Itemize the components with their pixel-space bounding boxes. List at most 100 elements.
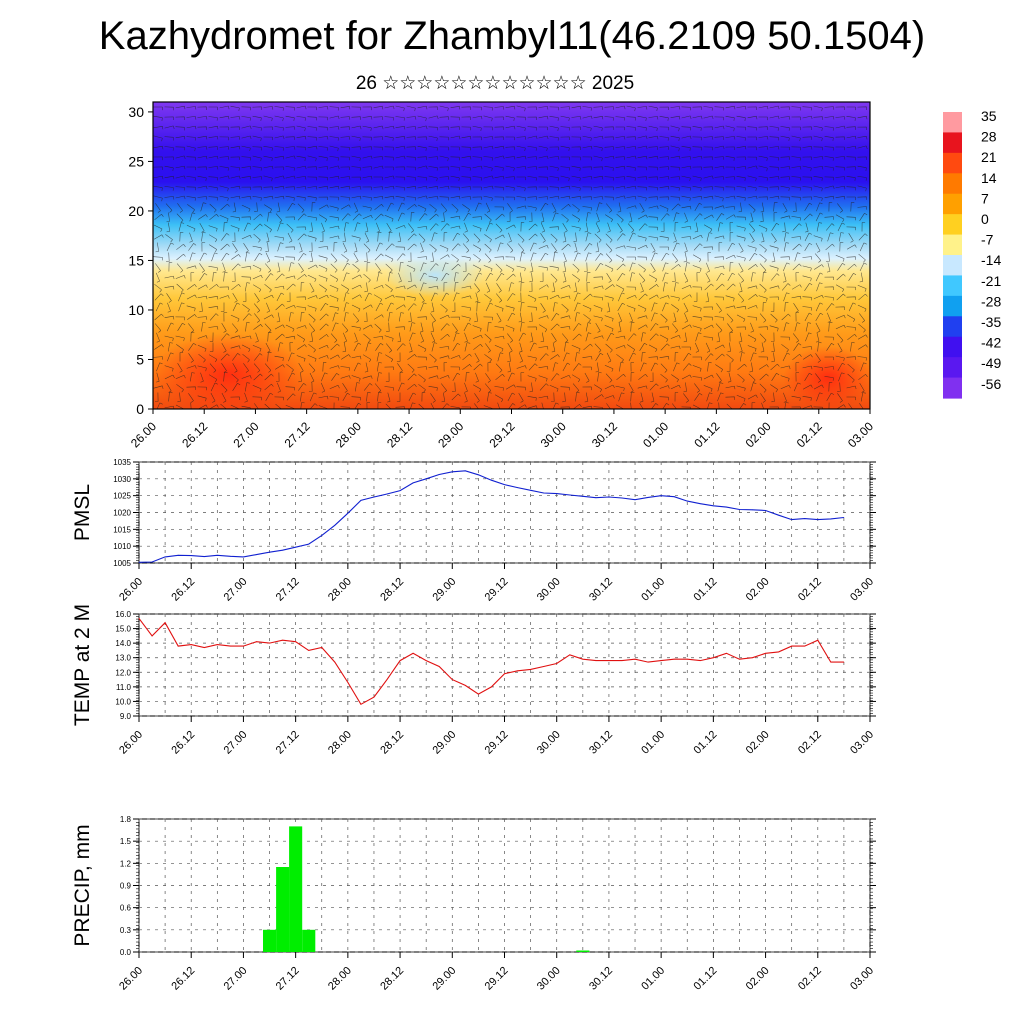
pmsl-y-tick-label: 1030 [113,475,131,484]
precip-bar [276,867,290,952]
colorbar-swatch [943,295,962,317]
colorbar-swatch [943,255,962,277]
precip-bar [289,826,303,952]
colorbar-swatch [943,152,962,174]
precip-y-tick-label: 1.2 [120,859,132,868]
chart-title: Kazhydromet for Zhambyl11(46.2109 50.150… [98,14,926,58]
temp-y-tick-label: 10.0 [115,697,131,706]
pmsl-data-point [556,493,558,494]
temp-y-axis-label: TEMP at 2 M [71,604,94,726]
temp-data-point [621,660,623,661]
colorbar-swatch [943,234,962,256]
pmsl-data-point [464,470,466,472]
pmsl-data-point [843,517,845,518]
precip-x-tick-label: 30.12 [587,965,615,993]
temp-y-tick-label: 13.0 [115,654,131,663]
pmsl-data-point [308,543,310,545]
temp-data-point [282,639,283,641]
temp-data-point [321,647,323,648]
heatmap-x-tick-label: 30.00 [538,419,569,450]
pmsl-data-point [412,482,414,484]
pmsl-data-point [504,484,505,485]
heatmap-x-tick-label: 02.00 [743,419,774,450]
colorbar-label: -49 [981,355,1001,371]
pmsl-data-point [660,495,662,497]
precip-x-tick-label: 01.12 [692,965,720,993]
pmsl-data-point [739,509,740,510]
temp-data-point [556,663,558,664]
temp-y-tick-label: 14.0 [115,639,131,648]
temp-x-tick-label: 02.12 [796,729,824,757]
temp-data-point [569,654,571,656]
temp-data-point [673,658,675,660]
precip-x-tick-label: 29.12 [483,965,511,993]
colorbar-label: 35 [981,108,997,124]
temp-data-point [203,647,205,648]
pmsl-data-point [752,509,753,511]
colorbar-swatch [943,173,962,195]
pmsl-data-point [608,496,610,498]
pmsl-data-point [686,500,688,502]
temp-x-tick-label: 29.12 [483,729,511,757]
precip-x-tick-label: 29.00 [430,965,458,993]
colorbar-swatch [943,316,962,338]
pmsl-data-point [530,489,531,491]
precip-x-tick-label: 03.00 [848,965,876,993]
temp-x-tick-label: 28.12 [378,729,406,757]
heatmap-y-tick-label: 5 [136,351,144,367]
pmsl-data-point [804,518,806,519]
colorbar-swatch [943,132,962,154]
temp-data-point [804,645,806,647]
colorbar-label: -42 [981,335,1001,351]
pmsl-data-point [386,493,388,495]
colorbar-label: 7 [981,190,989,206]
precip-y-tick-label: 1.5 [120,837,132,846]
temp-x-tick-label: 01.00 [639,729,667,757]
temp-data-point [791,645,793,647]
temp-x-tick-label: 30.12 [587,729,615,757]
pmsl-x-tick-label: 28.00 [326,576,354,604]
pmsl-data-point [582,495,584,497]
pmsl-data-point [726,506,727,508]
pmsl-data-point [295,546,296,548]
precip-x-tick-label: 02.12 [796,965,824,993]
heatmap-x-tick-label: 29.12 [486,419,517,450]
temp-data-point [269,642,270,644]
heatmap-x-tick-label: 26.00 [128,419,159,450]
temp-data-point [425,660,427,661]
temp-y-tick-label: 11.0 [116,683,132,692]
pmsl-y-tick-label: 1025 [113,492,131,501]
pmsl-data-point [699,503,701,505]
pmsl-x-tick-label: 01.00 [639,576,667,604]
heatmap-warm-spot [783,346,870,409]
precip-x-tick-label: 26.00 [117,965,145,993]
precip-x-tick-label: 28.00 [326,965,354,993]
pmsl-data-point [673,496,675,498]
precip-x-tick-label: 01.00 [639,965,667,993]
colorbar-label: 14 [981,170,997,186]
precip-y-axis-label: PRECIP, mm [71,824,94,946]
colorbar-swatch [943,214,962,236]
heatmap-x-tick-label: 01.12 [691,419,722,450]
temp-data-point [360,703,362,705]
precip-x-tick-label: 02.00 [744,965,772,993]
precip-y-tick-label: 0.9 [120,882,132,891]
colorbar-swatch [943,336,962,358]
temp-data-point [608,660,610,661]
pmsl-x-tick-label: 02.00 [744,576,772,604]
heatmap-x-tick-label: 26.12 [179,419,210,450]
colorbar-swatch [943,193,962,215]
temp-data-point [647,661,649,663]
temp-data-point [491,686,492,688]
heatmap-area [153,102,870,409]
temp-data-point [138,618,140,619]
pmsl-data-point [151,561,153,563]
pmsl-data-point [451,471,453,473]
temp-data-point [686,658,688,660]
heatmap-x-tick-label: 28.00 [333,419,364,450]
precip-y-tick-label: 0.3 [120,926,132,935]
heatmap-x-tick-label: 30.12 [589,419,620,450]
pmsl-data-point [830,518,832,520]
temp-data-point [543,666,545,667]
pmsl-x-tick-label: 26.12 [169,576,197,604]
